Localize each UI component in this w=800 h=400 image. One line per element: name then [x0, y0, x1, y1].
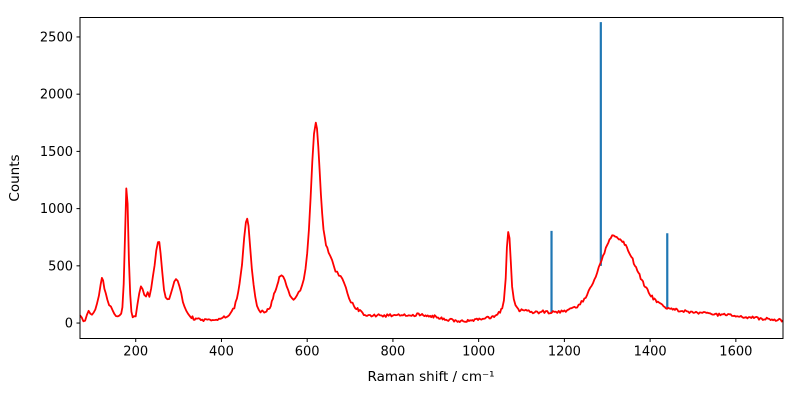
- y-tick-label: 500: [48, 259, 73, 274]
- y-axis-label: Counts: [7, 154, 23, 201]
- x-tick-label: 1000: [462, 345, 495, 360]
- x-tick-label: 1400: [634, 345, 667, 360]
- y-tick-label: 1000: [40, 202, 73, 217]
- raman-spectrum-line: [79, 121, 784, 323]
- y-tick-label: 1500: [40, 145, 73, 160]
- x-tick-label: 1200: [548, 345, 581, 360]
- y-tick-label: 2000: [40, 88, 73, 103]
- y-tick-label: 0: [65, 317, 73, 332]
- axes-spines: [79, 17, 784, 339]
- x-tick-label: 1600: [719, 345, 752, 360]
- plot-content: 200 400 600 800 1000 1200 1400 1600 0 500 1000 1500…: [40, 17, 784, 360]
- x-tick-label: 800: [381, 345, 406, 360]
- x-axis-label: Raman shift / cm⁻¹: [367, 369, 494, 385]
- y-tick-label: 2500: [40, 30, 73, 45]
- x-tick-label: 600: [295, 345, 320, 360]
- x-tick-label: 400: [209, 345, 234, 360]
- x-tick-label: 200: [123, 345, 148, 360]
